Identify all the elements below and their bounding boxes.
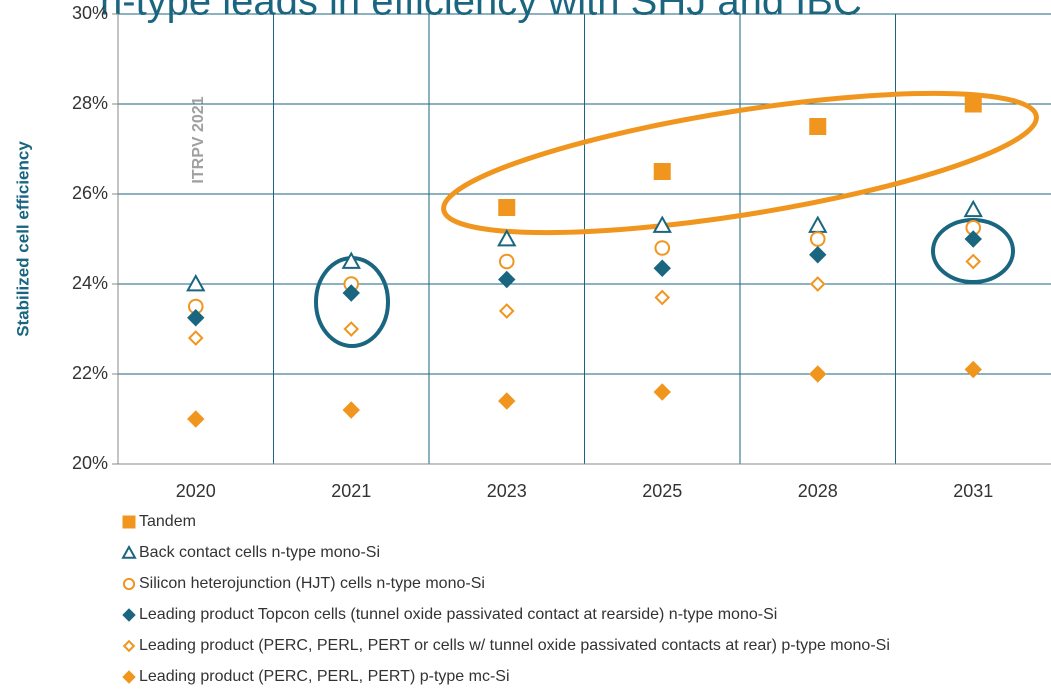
data-point [497,228,517,247]
annotation-bg [185,64,211,216]
data-point [964,95,982,113]
legend-marker [122,670,136,684]
legend-label: Tandem [139,513,196,530]
data-point [809,365,827,383]
data-point [964,360,982,379]
data-point [808,215,828,233]
chart-title: n-type leads in efficiency with SHJ and … [100,0,862,24]
legend-label: Leading product (PERC, PERL, PERT or cel… [139,637,890,654]
legend-label: Back contact cells n-type mono-Si [139,544,380,561]
data-point [186,273,206,292]
legend-label: Silicon heterojunction (HJT) cells n-typ… [139,575,485,592]
highlight-ellipse [441,90,1039,236]
y-tick-label: 24% [72,273,108,293]
data-point [652,215,672,233]
data-point [342,284,360,302]
legend-marker [121,544,137,559]
data-point [187,330,204,346]
y-axis-label: Stabilized cell efficiency [13,141,32,337]
y-tick-label: 28% [72,93,108,113]
data-point [653,163,671,180]
x-tick-label: 2020 [176,481,216,501]
data-point [341,251,361,269]
annotation: ITRPV 2021 [190,96,207,183]
x-tick-label: 2023 [487,481,527,501]
legend-label: Leading product (PERC, PERL, PERT) p-typ… [139,668,510,685]
x-tick-label: 2031 [953,481,993,501]
data-point [809,276,826,292]
legend-marker [122,608,136,622]
data-point [187,410,205,428]
data-point [964,230,982,248]
y-tick-label: 20% [72,453,108,473]
x-tick-label: 2025 [642,481,682,501]
legend-marker [122,515,136,529]
data-point [654,289,671,306]
x-tick-label: 2028 [798,481,838,501]
y-tick-label: 22% [72,363,108,383]
legend-marker [122,639,136,653]
data-point [498,199,516,216]
data-point [963,199,983,218]
data-point [498,303,515,319]
y-tick-label: 26% [72,183,108,203]
data-point [498,392,516,410]
data-point [343,321,360,337]
x-tick-label: 2021 [331,481,371,501]
data-point [809,246,827,264]
legend-marker [122,577,136,591]
data-point [498,270,516,289]
legend-label: Leading product Topcon cells (tunnel oxi… [139,606,777,623]
y-tick-label: 30% [72,3,108,23]
data-point [187,309,205,327]
data-point [653,383,671,401]
data-point [342,401,360,419]
data-point [809,231,826,247]
data-point [809,118,827,135]
data-point [654,240,671,256]
data-point [498,253,515,270]
data-point [965,253,982,270]
data-point [653,259,671,277]
